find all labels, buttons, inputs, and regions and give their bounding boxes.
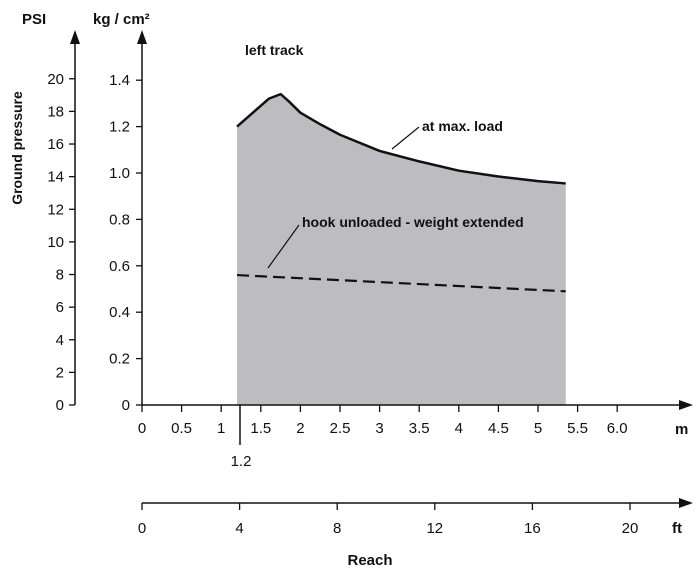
m-tick-label: 3.5 bbox=[409, 420, 430, 437]
ft-tick-label: 4 bbox=[235, 520, 243, 537]
chart-title: left track bbox=[245, 42, 304, 58]
series-label-max-load: at max. load bbox=[422, 118, 503, 134]
series-line-max-load bbox=[236, 92, 566, 185]
kg-tick-label: 1.4 bbox=[109, 72, 130, 89]
m-tick-label: 4 bbox=[455, 420, 463, 437]
m-tick-label: 2.5 bbox=[330, 420, 351, 437]
kg-tick-label: 0.6 bbox=[109, 258, 130, 275]
m-tick-label: 0.5 bbox=[171, 420, 192, 437]
m-tick-label: 1.5 bbox=[250, 420, 271, 437]
leader-unloaded bbox=[267, 224, 300, 269]
m-tick-label: 5 bbox=[534, 420, 542, 437]
labels-layer: PSI kg / cm² left track Ground pressure … bbox=[9, 11, 688, 569]
psi-tick-label: 2 bbox=[56, 364, 64, 381]
x-axis-label: Reach bbox=[347, 552, 392, 569]
psi-unit-label: PSI bbox=[22, 11, 46, 28]
ft-tick-label: 0 bbox=[138, 520, 146, 537]
m-tick-label: 4.5 bbox=[488, 420, 509, 437]
series-label-unloaded: hook unloaded - weight extended bbox=[302, 214, 524, 230]
m-axis-arrow bbox=[679, 400, 693, 410]
reach-marker-label: 1.2 bbox=[231, 453, 252, 470]
series-line-unloaded bbox=[236, 273, 566, 293]
psi-tick-label: 20 bbox=[47, 71, 64, 88]
m-unit-label: m bbox=[675, 421, 688, 438]
m-tick-label: 1 bbox=[217, 420, 225, 437]
y-axis-label: Ground pressure bbox=[9, 91, 25, 205]
m-tick-label: 5.5 bbox=[567, 420, 588, 437]
psi-axis-arrow bbox=[70, 30, 80, 44]
leader-max-load bbox=[391, 126, 420, 150]
psi-tick-label: 8 bbox=[56, 267, 64, 284]
axes-layer bbox=[70, 30, 693, 508]
ft-tick-label: 16 bbox=[524, 520, 541, 537]
shaded-area-layer bbox=[237, 94, 566, 406]
shaded-area bbox=[237, 94, 566, 406]
ticks-layer: 00.20.40.60.81.01.21.4024681012141618200… bbox=[47, 71, 638, 537]
m-tick-label: 2 bbox=[296, 420, 304, 437]
kg-tick-label: 0.4 bbox=[109, 304, 130, 321]
psi-tick-label: 10 bbox=[47, 234, 64, 251]
psi-tick-label: 0 bbox=[56, 397, 64, 414]
kg-axis-arrow bbox=[137, 30, 147, 44]
kg-tick-label: 0.2 bbox=[109, 351, 130, 368]
kg-tick-label: 1.2 bbox=[109, 119, 130, 136]
kg-tick-label: 1.0 bbox=[109, 165, 130, 182]
m-tick-label: 0 bbox=[138, 420, 146, 437]
psi-tick-label: 18 bbox=[47, 103, 64, 120]
psi-tick-label: 6 bbox=[56, 299, 64, 316]
kg-tick-label: 0.8 bbox=[109, 211, 130, 228]
m-tick-label: 6.0 bbox=[607, 420, 628, 437]
series-layer bbox=[236, 92, 566, 293]
psi-tick-label: 14 bbox=[47, 169, 64, 186]
psi-tick-label: 4 bbox=[56, 332, 64, 349]
kg-tick-label: 0 bbox=[122, 397, 130, 414]
m-tick-label: 3 bbox=[375, 420, 383, 437]
psi-tick-label: 16 bbox=[47, 136, 64, 153]
ft-tick-label: 20 bbox=[622, 520, 639, 537]
ft-unit-label: ft bbox=[672, 520, 682, 537]
kg-unit-label: kg / cm² bbox=[93, 11, 150, 28]
psi-tick-label: 12 bbox=[47, 201, 64, 218]
ft-tick-label: 8 bbox=[333, 520, 341, 537]
ft-axis-arrow bbox=[679, 498, 693, 508]
ft-tick-label: 12 bbox=[426, 520, 443, 537]
